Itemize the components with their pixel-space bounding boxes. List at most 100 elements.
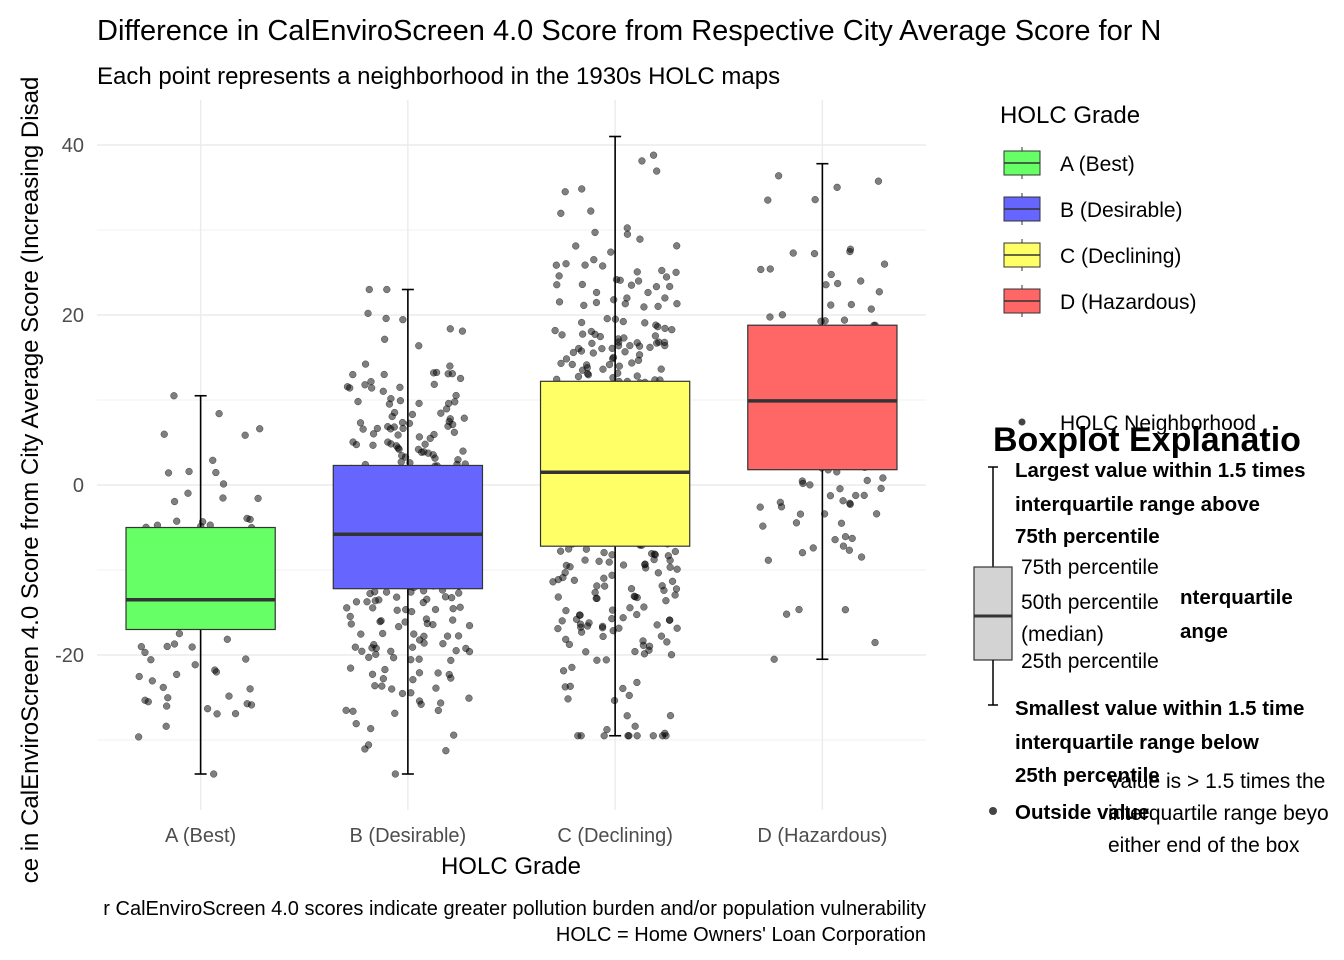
data-point-C [574,372,583,381]
box-B [332,464,484,590]
data-point-C [599,365,607,373]
data-point-A [219,480,228,488]
data-point-C [581,556,589,564]
data-point-C [655,338,663,346]
data-point-B [415,655,423,663]
data-point-C [600,582,609,590]
data-point-B [454,632,463,640]
data-point-B [376,617,384,626]
data-point-A [170,392,178,400]
data-point-D [877,484,885,493]
data-point-C [616,276,624,284]
data-point-B [447,594,456,602]
data-point-C [640,603,648,611]
data-point-C [619,684,627,693]
data-point-C [621,348,629,356]
data-point-B [390,408,399,417]
data-point-B [388,685,396,693]
data-point-B [398,689,407,698]
data-point-D [766,265,774,273]
data-point-C [631,593,639,601]
data-point-C [661,729,669,737]
data-point-A [243,514,251,523]
data-point-B [380,370,388,379]
data-point-A [175,630,184,638]
data-point-C [588,339,596,348]
data-point-C [662,273,671,281]
data-point-B [380,335,389,343]
data-point-C [631,647,639,656]
iqr-line-1: nterquartile [1180,586,1293,609]
data-point-B [354,397,362,406]
data-point-A [203,705,212,713]
data-point-B [415,669,424,677]
data-point-B [460,414,468,422]
data-point-C [591,588,599,597]
data-point-C [552,261,560,269]
data-point-B [408,643,417,651]
outside-value-desc-2: interquartile range beyo [1108,802,1329,825]
data-point-C [654,569,662,577]
data-point-C [668,577,677,585]
data-point-C [657,632,666,640]
data-point-C [627,585,636,593]
data-point-C [661,324,669,333]
data-point-A [254,494,262,503]
data-point-D [766,313,774,321]
data-point-C [558,617,566,625]
data-point-C [640,303,648,311]
data-point-C [554,624,562,633]
data-point-C [619,614,627,622]
data-point-C [598,345,606,353]
data-point-A [185,467,193,476]
data-point-C [577,318,586,327]
x-axis-title: HOLC Grade [441,853,581,880]
data-point-B [343,383,352,391]
data-point-D [826,492,835,500]
data-point-B [449,616,457,624]
data-point-B [459,447,467,455]
data-point-B [343,604,351,612]
data-point-C [587,327,596,336]
data-point-B [391,709,399,717]
data-point-B [385,400,394,408]
data-point-B [364,309,372,318]
data-point-B [449,605,457,613]
data-point-A [162,702,171,710]
data-point-A [173,517,181,525]
data-point-B [357,630,365,638]
data-point-A [246,685,254,693]
chart-subtitle: Each point represents a neighborhood in … [97,63,780,90]
data-point-B [452,391,460,400]
data-point-C [591,228,599,237]
data-point-A [137,642,146,651]
outside-value-title: Outside value [1015,801,1149,824]
data-point-C [555,272,563,280]
data-point-B [394,431,402,439]
data-point-B [450,731,458,739]
data-point-D [796,510,805,518]
data-point-C [623,230,632,238]
data-point-D [857,277,865,285]
data-point-C [673,565,681,573]
data-point-D [833,279,842,288]
data-point-C [633,610,641,619]
data-point-B [456,374,465,383]
lower-whisker-line-1: Smallest value within 1.5 time [1015,697,1304,720]
data-point-B [431,605,440,614]
data-point-D [770,655,778,663]
legend-title: HOLC Grade [1000,102,1140,129]
data-point-C [666,616,674,624]
data-point-B [399,424,407,433]
data-point-B [399,316,407,324]
data-point-C [595,557,603,565]
data-point-D [863,476,871,485]
data-point-B [368,644,376,652]
data-point-A [223,635,231,643]
data-point-B [361,360,370,368]
data-point-A [212,668,221,676]
data-point-B [415,342,423,350]
data-point-A [184,489,192,497]
data-point-B [379,675,388,683]
